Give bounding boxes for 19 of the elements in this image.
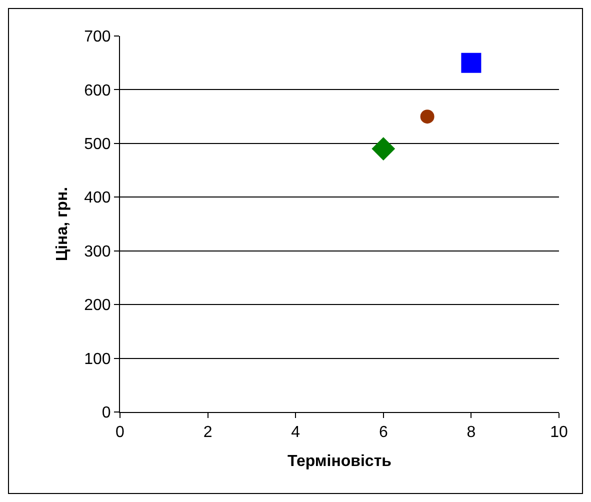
y-tick-label: 400: [84, 190, 111, 207]
x-tick-label: 10: [550, 424, 568, 442]
point: [461, 52, 482, 73]
x-tick-label: 4: [291, 424, 300, 442]
x-tick-label: 2: [203, 424, 212, 442]
point: [420, 110, 434, 124]
y-tick-label: 300: [84, 243, 111, 260]
x-tick-label: 0: [116, 424, 125, 442]
y-axis-title: Ціна, грн.: [54, 186, 71, 262]
y-tick-label: 600: [84, 82, 111, 100]
x-axis-title: Терміновість: [287, 452, 392, 470]
y-tick-label: 200: [84, 297, 111, 314]
x-tick-label: 8: [466, 424, 476, 442]
y-tick-label: 100: [84, 350, 111, 368]
y-tick-label: 700: [84, 28, 111, 46]
point: [372, 137, 396, 160]
x-tick-label: 6: [378, 424, 388, 442]
y-tick-label: 500: [84, 136, 111, 154]
y-tick-label: 0: [102, 404, 111, 422]
